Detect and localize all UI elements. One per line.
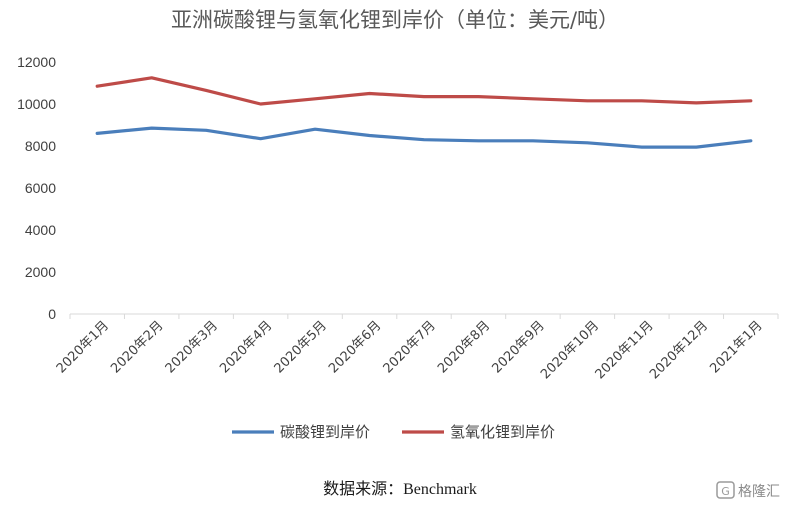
y-tick-label: 0 — [48, 306, 56, 322]
y-tick-label: 6000 — [25, 180, 56, 196]
series-line-1 — [95, 76, 753, 106]
y-tick-label: 10000 — [17, 96, 56, 112]
plot-area — [95, 76, 753, 149]
watermark-text: 格隆汇 — [738, 484, 780, 500]
y-tick-label: 8000 — [25, 138, 56, 154]
x-tick-label: 2020年8月 — [435, 318, 493, 376]
x-tick-label: 2021年1月 — [707, 318, 765, 376]
watermark-logo-icon — [716, 481, 735, 499]
watermark-logo-glyph: G — [721, 485, 730, 498]
x-tick-label: 2020年4月 — [217, 318, 275, 376]
watermark: G 格隆汇 — [716, 481, 780, 500]
x-tick-label: 2020年5月 — [272, 318, 330, 376]
y-tick-label: 12000 — [17, 54, 56, 70]
series-line-0 — [95, 126, 753, 149]
x-tick-label: 2020年12月 — [647, 318, 711, 382]
x-tick-label: 2020年3月 — [163, 318, 221, 376]
source-note: 数据来源：Benchmark — [323, 480, 477, 498]
x-tick-label: 2020年1月 — [54, 318, 112, 376]
x-tick-label: 2020年9月 — [490, 318, 548, 376]
x-tick-label: 2020年7月 — [381, 318, 439, 376]
chart-title: 亚洲碳酸锂与氢氧化锂到岸价（单位：美元/吨） — [171, 8, 619, 32]
x-tick-label: 2020年2月 — [108, 318, 166, 376]
y-axis: 0 2000 4000 6000 8000 10000 12000 — [17, 54, 56, 322]
legend: 碳酸锂到岸价 氢氧化锂到岸价 — [232, 423, 555, 441]
x-tick-label: 2020年6月 — [326, 318, 384, 376]
y-tick-label: 2000 — [25, 264, 56, 280]
legend-label: 碳酸锂到岸价 — [280, 423, 370, 441]
x-axis: 2020年1月2020年2月2020年3月2020年4月2020年5月2020年… — [54, 314, 779, 382]
legend-label: 氢氧化锂到岸价 — [450, 423, 555, 441]
y-tick-label: 4000 — [25, 222, 56, 238]
